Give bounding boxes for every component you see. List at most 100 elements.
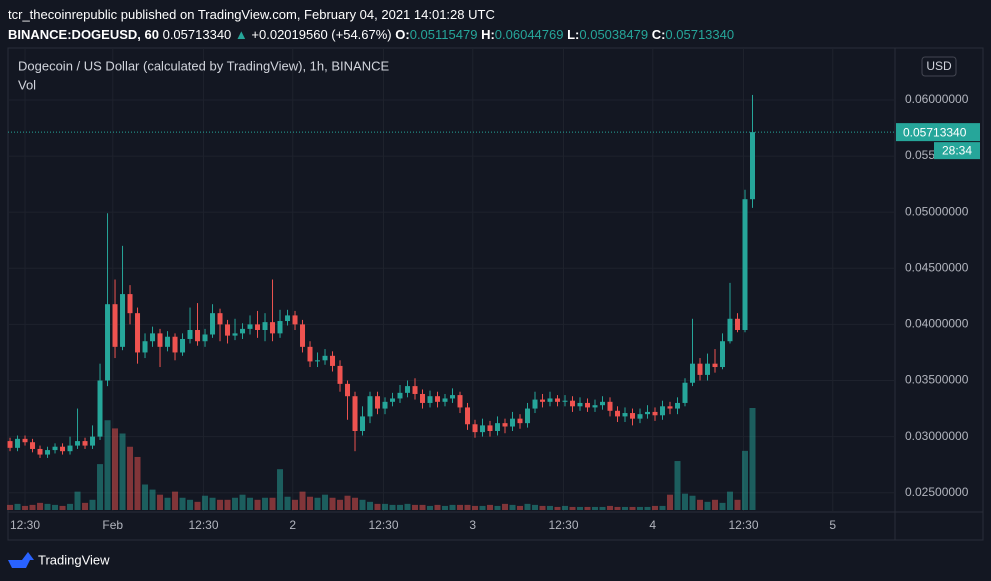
- volume-bar: [164, 497, 171, 510]
- volume-bar: [442, 505, 449, 510]
- candle-body: [345, 383, 351, 397]
- volume-bar: [29, 504, 36, 510]
- candle-body: [742, 199, 748, 331]
- candle-body: [360, 416, 366, 431]
- volume-bar: [607, 505, 614, 510]
- candle-body: [187, 330, 193, 339]
- candle-body: [202, 334, 208, 342]
- candle-body: [682, 382, 688, 403]
- volume-bar: [562, 505, 569, 510]
- volume-bar: [509, 504, 516, 510]
- volume-bar: [254, 499, 261, 510]
- candle-body: [82, 441, 88, 446]
- volume-bar: [337, 499, 344, 510]
- candle-body: [232, 333, 238, 336]
- volume-bar: [404, 503, 411, 510]
- candle-body: [247, 324, 253, 329]
- candle-body: [180, 338, 186, 353]
- volume-bar: [202, 495, 209, 510]
- volume-bar: [299, 491, 306, 510]
- volume-bar: [427, 505, 434, 510]
- y-tick-label: 0.04500000: [905, 260, 969, 274]
- volume-bar: [127, 446, 134, 510]
- volume-bar: [209, 497, 216, 510]
- volume-bar: [37, 502, 44, 510]
- volume-bar: [134, 456, 141, 510]
- candle-body: [67, 445, 73, 452]
- candle-body: [517, 418, 523, 424]
- candle-body: [510, 418, 516, 427]
- candle-body: [412, 386, 418, 394]
- candle-body: [667, 406, 673, 409]
- y-tick-label: 0.03000000: [905, 429, 969, 443]
- x-tick-label: 2: [289, 518, 296, 532]
- candle-body: [217, 313, 223, 325]
- candle-body: [495, 423, 501, 431]
- candle-body: [630, 413, 636, 419]
- candle-body: [480, 425, 486, 433]
- candle-body: [172, 336, 178, 353]
- x-tick-label: 3: [469, 518, 476, 532]
- volume-bar: [322, 494, 329, 510]
- currency-button[interactable]: [921, 56, 957, 77]
- volume-bar: [419, 504, 426, 510]
- volume-bar: [472, 505, 479, 510]
- candle-body: [90, 436, 96, 446]
- quote-line: BINANCE:DOGEUSD, 60 0.05713340 ▲ +0.0201…: [8, 25, 734, 45]
- volume-bar: [359, 499, 366, 510]
- candle-body: [352, 396, 358, 431]
- l-value: 0.05038479: [579, 27, 649, 42]
- volume-bar: [44, 503, 51, 510]
- candle-body: [307, 346, 313, 362]
- candle-body: [675, 402, 681, 409]
- volume-bar: [7, 504, 14, 510]
- candle-body: [705, 363, 711, 375]
- volume-bar: [449, 504, 456, 510]
- volume-bar: [644, 506, 651, 510]
- volume-bar: [457, 504, 464, 510]
- volume-bar: [74, 491, 81, 510]
- candle-body: [97, 380, 103, 437]
- volume-bar: [239, 494, 246, 510]
- volume-bar: [539, 505, 546, 510]
- candle-body: [645, 411, 651, 415]
- candle-body: [585, 402, 591, 408]
- currency[interactable]: USD: [926, 59, 952, 73]
- candle-body: [600, 401, 606, 406]
- candle-body: [525, 408, 531, 424]
- volume-bar: [554, 506, 561, 510]
- candle-body: [750, 132, 756, 200]
- last-price-label: 0.05713340: [903, 125, 967, 139]
- candle-body: [37, 448, 43, 455]
- candle-body: [60, 446, 66, 452]
- volume-bar: [652, 505, 659, 510]
- volume-bar: [697, 499, 704, 510]
- volume-bar: [749, 408, 756, 510]
- volume-label: Vol: [18, 77, 36, 92]
- candle-body: [570, 400, 576, 407]
- x-tick-label: 12:30: [368, 518, 398, 532]
- candle-body: [442, 398, 448, 402]
- candle-body: [15, 438, 21, 448]
- volume-bar: [374, 503, 381, 510]
- volume-bar: [224, 499, 231, 510]
- volume-bar: [547, 505, 554, 510]
- candle-body: [697, 363, 703, 375]
- logo-icon: [8, 552, 34, 568]
- volume-bar: [494, 505, 501, 510]
- symbol: BINANCE:DOGEUSD, 60: [8, 27, 159, 42]
- candle-body: [555, 398, 561, 402]
- volume-bar: [704, 501, 711, 510]
- volume-bar: [247, 497, 254, 510]
- volume-bar: [667, 494, 674, 510]
- volume-bar: [307, 496, 314, 510]
- candle-body: [262, 322, 268, 331]
- chart-frame: [7, 47, 984, 541]
- volume-bar: [742, 450, 749, 510]
- volume-bar: [592, 506, 599, 510]
- volume-bar: [734, 499, 741, 510]
- volume-bar: [269, 497, 276, 510]
- volume-bar: [119, 433, 126, 510]
- candle-body: [390, 398, 396, 402]
- c-value: 0.05713340: [665, 27, 735, 42]
